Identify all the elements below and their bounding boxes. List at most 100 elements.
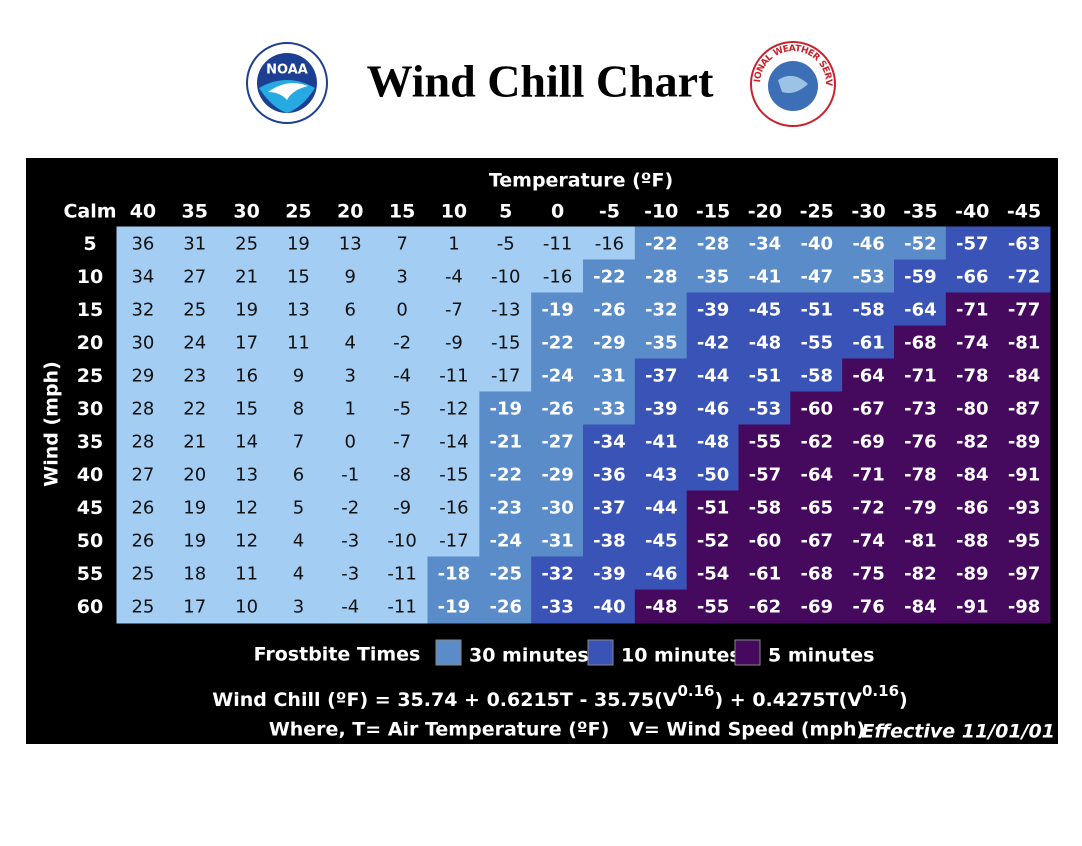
zone-cell — [168, 226, 222, 261]
zone-cell — [738, 292, 792, 327]
wind-header: 15 — [77, 299, 103, 321]
wind-header: 20 — [77, 332, 103, 354]
wind-chill-value: -48 — [645, 597, 678, 618]
wind-chill-value: 6 — [345, 300, 356, 321]
zone-cell — [427, 523, 481, 558]
zone-cell — [168, 424, 222, 459]
wind-chill-value: -51 — [697, 498, 730, 519]
temperature-header: 25 — [285, 201, 311, 223]
wind-chill-value: -37 — [593, 498, 626, 519]
wind-chill-value: -42 — [697, 333, 730, 354]
temperature-header: 20 — [337, 201, 363, 223]
zone-cell — [894, 259, 947, 294]
zone-cell — [997, 523, 1051, 558]
zone-cell — [323, 424, 377, 459]
zone-cell — [738, 589, 792, 624]
zone-cell — [686, 391, 740, 426]
zone-cell — [583, 358, 636, 393]
zone-cell — [686, 325, 740, 360]
wind-chill-value: 34 — [131, 267, 154, 288]
zone-cell — [738, 391, 792, 426]
wind-chill-value: -32 — [645, 300, 678, 321]
zone-cell — [583, 325, 636, 360]
zone-cell — [531, 325, 584, 360]
table: 36 31 25 19 13 7 1 -5 -11 -16 -22 -28 -34 -40 -46 -52 -5… — [116, 226, 1051, 624]
zone-cell — [738, 226, 792, 261]
temperature-header: 15 — [389, 201, 415, 223]
wind-chill-value: 24 — [183, 333, 206, 354]
zone-cell — [427, 292, 481, 327]
zone-cell — [738, 556, 792, 591]
zone-cell — [738, 358, 792, 393]
zone-cell — [375, 457, 429, 492]
wind-chill-value: -58 — [749, 498, 782, 519]
wind-chill-value: 19 — [287, 234, 310, 255]
wind-chill-value: 30 — [131, 333, 154, 354]
wind-chill-value: -32 — [541, 564, 574, 585]
zone-cell — [116, 589, 170, 624]
wind-chill-value: -57 — [956, 234, 989, 255]
wind-chill-value: 21 — [183, 432, 206, 453]
formula-part: Wind Chill (ºF) = 35.74 + 0.6215T - 35.7… — [212, 689, 677, 711]
zone-cell — [997, 358, 1051, 393]
wind-chill-value: -57 — [749, 465, 782, 486]
wind-chill-value: -11 — [387, 597, 416, 618]
zone-cell — [323, 292, 377, 327]
wind-header: 50 — [77, 530, 103, 552]
temperature-header: -45 — [1007, 201, 1041, 223]
zone-cell — [479, 292, 533, 327]
wind-chill-value: -82 — [956, 432, 989, 453]
wind-chill-value: -2 — [393, 333, 411, 354]
zone-cell — [738, 523, 792, 558]
legend-label: 30 minutes — [469, 645, 589, 667]
zone-cell — [583, 226, 636, 261]
zone-cell — [738, 424, 792, 459]
wind-chill-value: 4 — [293, 531, 304, 552]
zone-cell — [583, 490, 636, 525]
temperature-header: 0 — [551, 201, 564, 223]
zone-cell — [686, 490, 740, 525]
zone-cell — [531, 457, 584, 492]
zone-cell — [220, 391, 273, 426]
temperature-header: -10 — [644, 201, 678, 223]
formula-part: 0.16 — [677, 682, 714, 700]
wind-chill-value: -84 — [956, 465, 989, 486]
zone-cell — [168, 523, 222, 558]
wind-chill-value: -87 — [1008, 399, 1041, 420]
wind-chill-value: 3 — [396, 267, 407, 288]
temperature-header: -5 — [599, 201, 620, 223]
zone-cell — [583, 589, 636, 624]
wind-chill-value: 25 — [235, 234, 258, 255]
wind-chill-value: -68 — [800, 564, 833, 585]
zone-cell — [427, 325, 481, 360]
wind-chill-value: -59 — [904, 267, 937, 288]
wind-chill-value: -84 — [904, 597, 937, 618]
wind-chill-value: 25 — [131, 564, 154, 585]
temperature-header: -40 — [955, 201, 989, 223]
wind-chill-value: -25 — [489, 564, 522, 585]
wind-chill-value: -28 — [645, 267, 678, 288]
zone-cell — [375, 226, 429, 261]
title: Wind Chill Chart — [367, 56, 714, 107]
wind-chill-value: 27 — [131, 465, 154, 486]
zone-cell — [116, 325, 170, 360]
wind-header: 10 — [77, 266, 103, 288]
zone-cell — [790, 292, 844, 327]
wind-chill-value: -29 — [541, 465, 574, 486]
wind-chill-value: -17 — [439, 531, 468, 552]
wind-chill-value: -93 — [1008, 498, 1041, 519]
wind-chill-value: -35 — [697, 267, 730, 288]
wind-chill-value: -15 — [439, 465, 468, 486]
wind-chill-value: -51 — [749, 366, 782, 387]
wind-chill-value: -13 — [491, 300, 520, 321]
wind-chill-value: -74 — [956, 333, 989, 354]
wind-chill-value: 29 — [131, 366, 154, 387]
wind-chill-value: 21 — [235, 267, 258, 288]
wind-chill-value: -46 — [697, 399, 730, 420]
wind-chill-value: -78 — [956, 366, 989, 387]
wind-chill-value: 26 — [131, 531, 154, 552]
wind-chill-value: -16 — [543, 267, 572, 288]
wind-chill-value: -40 — [800, 234, 833, 255]
zone-cell — [220, 292, 273, 327]
zone-cell — [220, 523, 273, 558]
